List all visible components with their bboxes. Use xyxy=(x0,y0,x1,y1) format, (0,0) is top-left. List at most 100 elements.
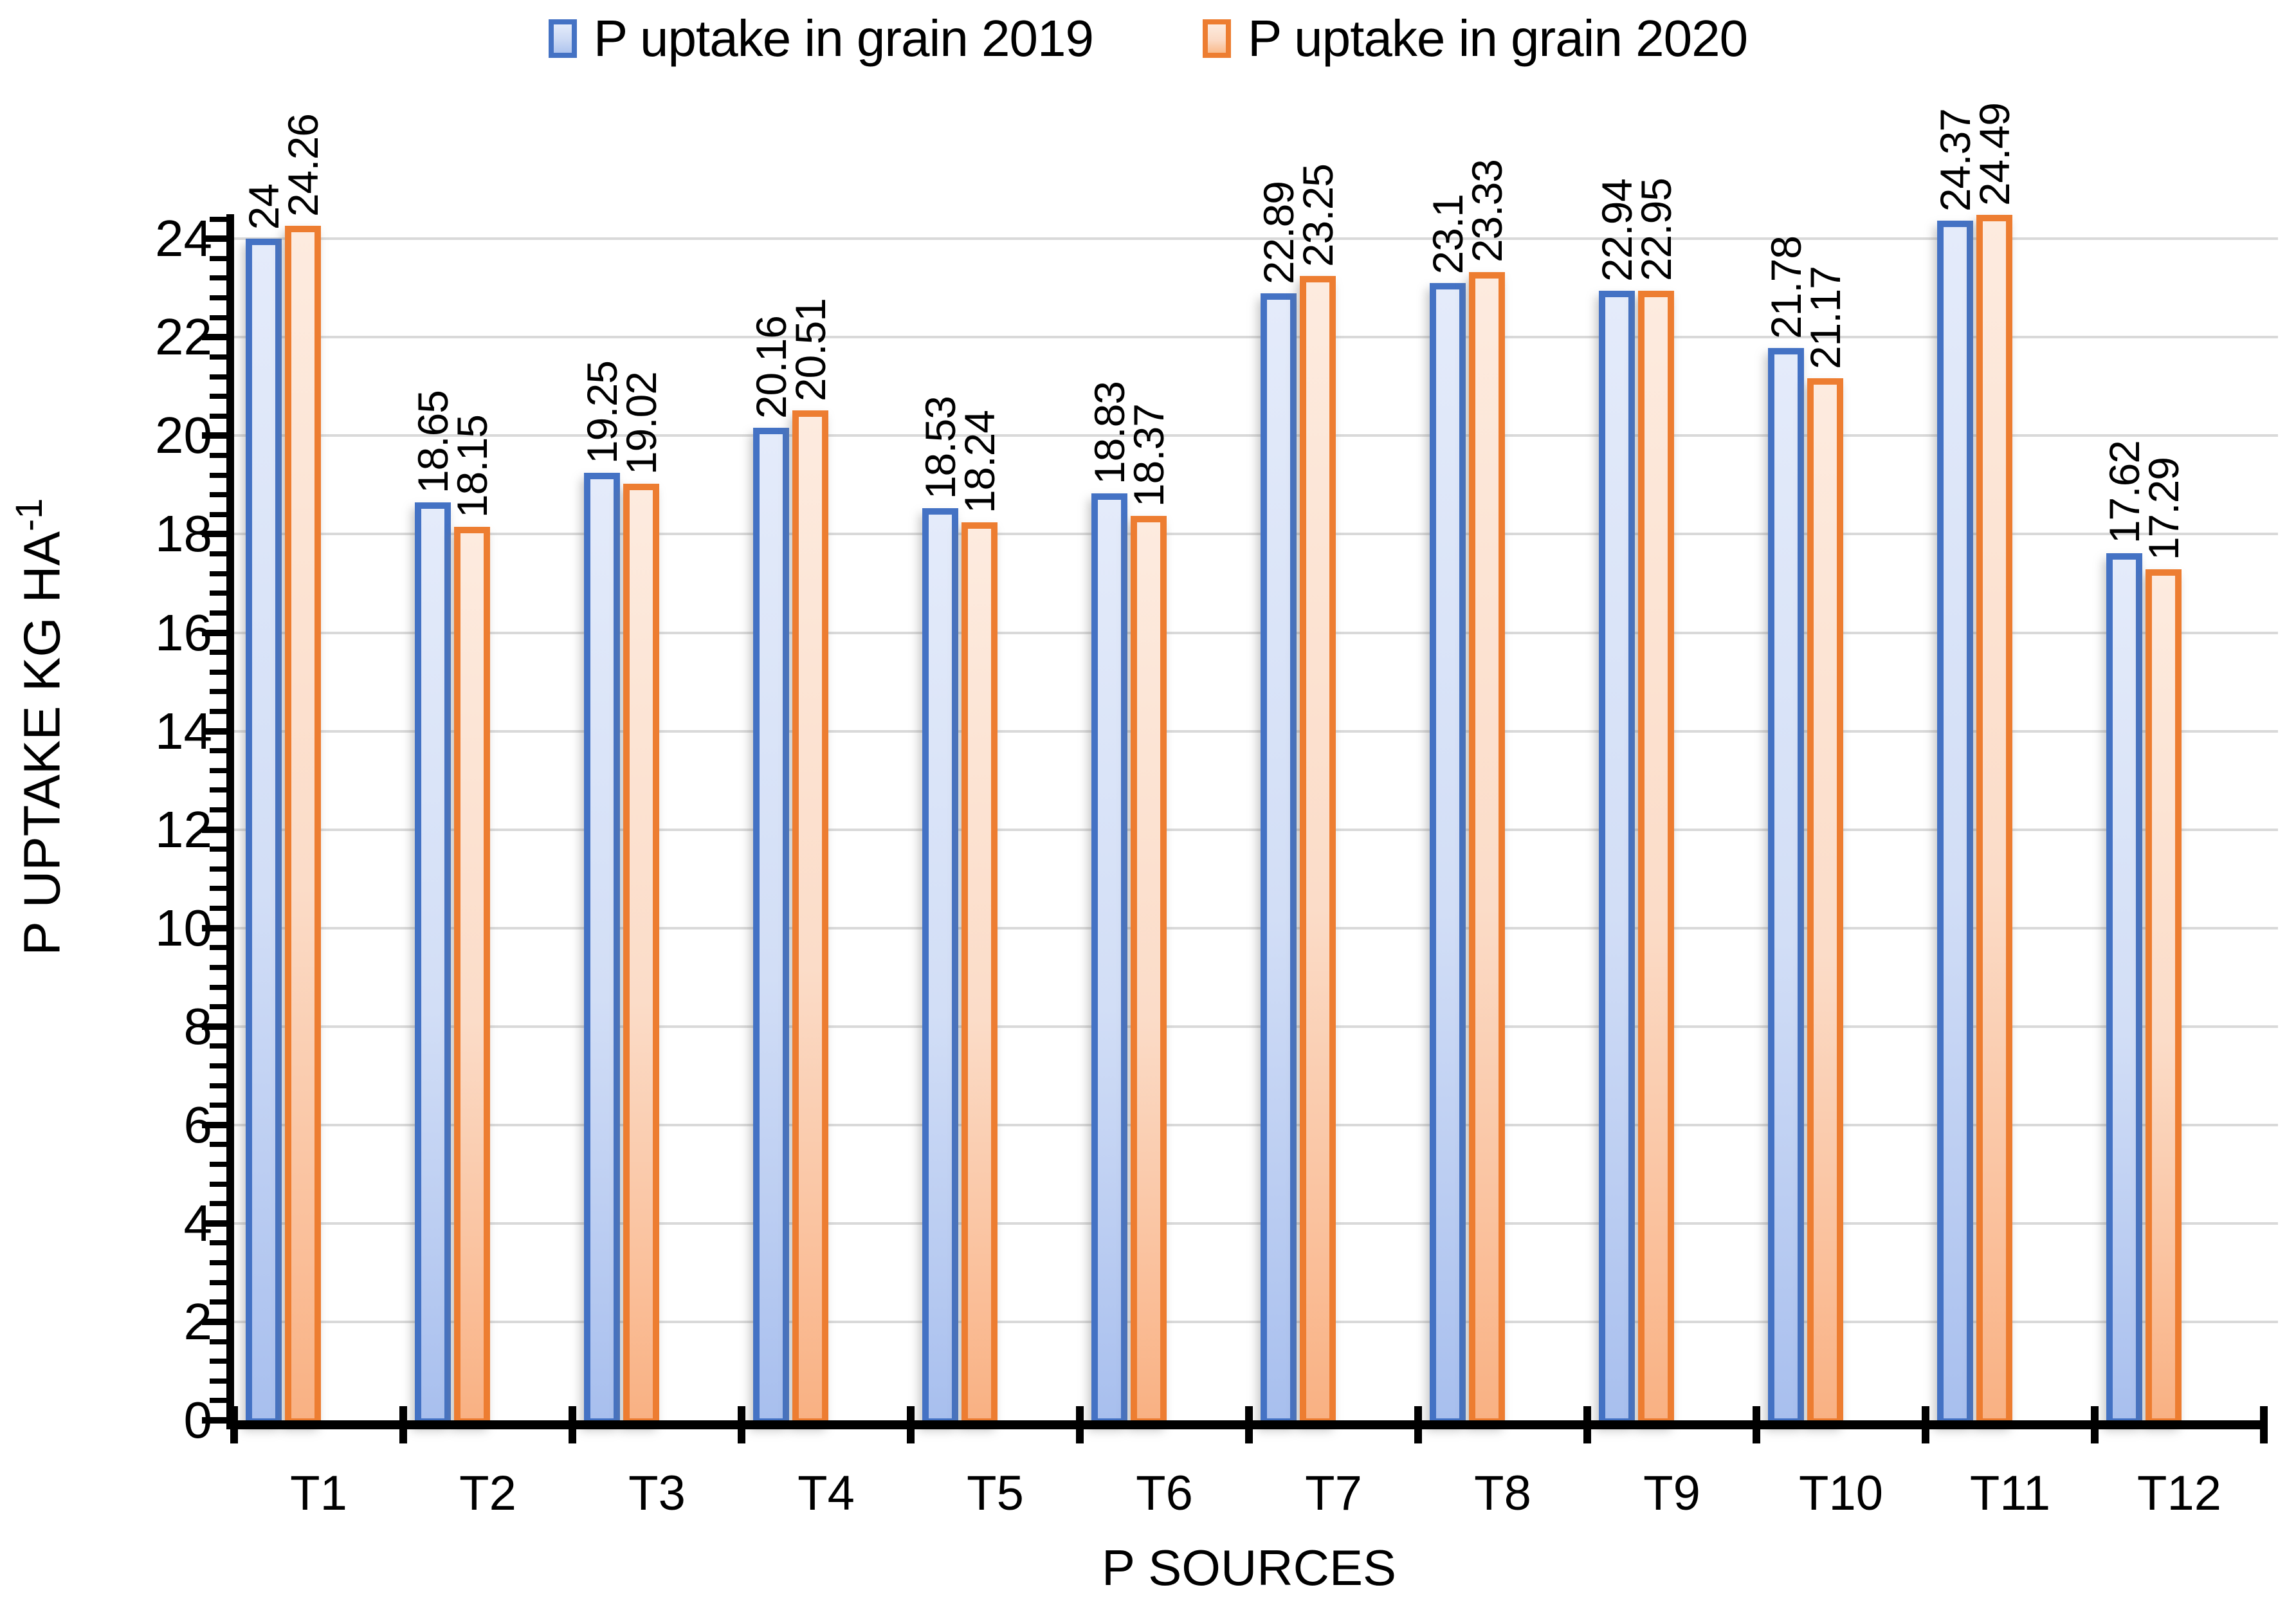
x-tick-5 xyxy=(1076,1406,1084,1443)
x-tick-2 xyxy=(569,1406,576,1443)
x-tick-11 xyxy=(2091,1406,2099,1443)
y-minor-tick-17.6 xyxy=(210,551,226,557)
x-tick-6 xyxy=(1245,1406,1253,1443)
category-label-T6: T6 xyxy=(1136,1466,1193,1521)
y-minor-tick-0.4 xyxy=(210,1398,226,1404)
legend-item-2019: P uptake in grain 2019 xyxy=(548,9,1094,68)
y-tick-label-8: 8 xyxy=(183,997,213,1055)
y-tick-label-0: 0 xyxy=(183,1391,213,1449)
y-minor-tick-12.8 xyxy=(210,787,226,793)
bar-T6-2020 xyxy=(1131,516,1167,1425)
y-minor-tick-2.4 xyxy=(210,1299,226,1305)
legend-label-2020: P uptake in grain 2020 xyxy=(1248,10,1748,67)
category-label-T2: T2 xyxy=(459,1466,516,1521)
y-axis-line xyxy=(226,214,234,1429)
y-minor-tick-23.6 xyxy=(210,255,226,261)
bar-T12-2019 xyxy=(2106,553,2142,1425)
y-minor-tick-7.6 xyxy=(210,1043,226,1049)
x-tick-0 xyxy=(230,1406,238,1443)
y-tick-label-18: 18 xyxy=(155,505,212,563)
y-minor-tick-9.6 xyxy=(210,945,226,951)
bar-label-T11-2020: 24.49 xyxy=(1971,102,2018,206)
bar-label-T2-2020: 18.15 xyxy=(448,414,496,518)
y-minor-tick-6.8 xyxy=(210,1083,226,1088)
bar-T3-2020 xyxy=(623,484,659,1425)
y-major-tick-16 xyxy=(202,629,226,636)
y-tick-label-20: 20 xyxy=(155,407,212,464)
bar-label-T5-2020: 18.24 xyxy=(956,410,1003,514)
bar-label-T12-2020: 17.29 xyxy=(2140,457,2187,560)
y-major-tick-8 xyxy=(202,1023,226,1030)
y-minor-tick-21.6 xyxy=(210,354,226,360)
y-tick-label-12: 12 xyxy=(155,800,212,858)
category-label-T3: T3 xyxy=(628,1466,686,1521)
y-minor-tick-14.8 xyxy=(210,689,226,695)
x-tick-4 xyxy=(907,1406,915,1443)
category-label-T10: T10 xyxy=(1799,1466,1883,1521)
bar-T12-2020 xyxy=(2146,569,2182,1425)
bar-T2-2019 xyxy=(415,502,451,1425)
bar-T10-2019 xyxy=(1768,348,1804,1425)
y-tick-label-22: 22 xyxy=(155,308,212,366)
bar-T10-2020 xyxy=(1807,378,1843,1425)
legend-item-2020: P uptake in grain 2020 xyxy=(1203,9,1748,68)
legend-swatch-2019-icon xyxy=(548,19,577,58)
y-minor-tick-24.4 xyxy=(210,216,226,222)
bar-T7-2020 xyxy=(1300,275,1336,1425)
y-major-tick-22 xyxy=(202,334,226,341)
bar-T5-2019 xyxy=(922,508,958,1425)
bar-T8-2020 xyxy=(1469,271,1505,1425)
y-major-tick-12 xyxy=(202,826,226,833)
y-minor-tick-19.2 xyxy=(210,472,226,478)
legend: P uptake in grain 2019 P uptake in grain… xyxy=(0,9,2296,68)
legend-label-2019: P uptake in grain 2019 xyxy=(593,10,1094,67)
category-label-T1: T1 xyxy=(290,1466,347,1521)
y-minor-tick-4.4 xyxy=(210,1201,226,1207)
y-minor-tick-16.8 xyxy=(210,591,226,596)
y-major-tick-18 xyxy=(202,531,226,538)
bar-label-T10-2020: 21.17 xyxy=(1801,266,1849,369)
gridline-y-20 xyxy=(234,434,2278,437)
y-minor-tick-22.4 xyxy=(210,315,226,320)
y-minor-tick-18.8 xyxy=(210,492,226,498)
x-tick-8 xyxy=(1583,1406,1591,1443)
y-minor-tick-10.4 xyxy=(210,906,226,911)
y-minor-tick-23.2 xyxy=(210,275,226,281)
bar-T4-2020 xyxy=(792,410,828,1425)
y-major-tick-6 xyxy=(202,1121,226,1128)
y-minor-tick-5.2 xyxy=(210,1162,226,1168)
bar-T5-2020 xyxy=(961,522,998,1425)
gridline-y-8 xyxy=(234,1025,2278,1028)
x-axis-title: P SOURCES xyxy=(1101,1539,1397,1596)
category-label-T9: T9 xyxy=(1643,1466,1700,1521)
bar-T4-2019 xyxy=(753,428,789,1425)
y-minor-tick-4.8 xyxy=(210,1181,226,1187)
y-tick-label-14: 14 xyxy=(155,702,212,760)
y-minor-tick-13.6 xyxy=(210,748,226,754)
y-major-tick-20 xyxy=(202,432,226,439)
bar-T6-2019 xyxy=(1091,493,1127,1425)
gridline-y-22 xyxy=(234,336,2278,339)
y-minor-tick-19.6 xyxy=(210,453,226,458)
category-label-T7: T7 xyxy=(1305,1466,1362,1521)
category-label-T5: T5 xyxy=(967,1466,1024,1521)
y-axis-title-superscript: -1 xyxy=(8,498,50,532)
bar-label-T6-2020: 18.37 xyxy=(1125,403,1172,508)
x-tick-7 xyxy=(1414,1406,1422,1443)
legend-swatch-2020-icon xyxy=(1203,19,1231,58)
y-minor-tick-10.8 xyxy=(210,886,226,892)
category-label-T12: T12 xyxy=(2137,1466,2221,1521)
x-tick-1 xyxy=(399,1406,407,1443)
y-minor-tick-1.2 xyxy=(210,1359,226,1364)
gridline-y-18 xyxy=(234,533,2278,536)
bar-label-T7-2020: 23.25 xyxy=(1294,163,1342,267)
y-minor-tick-3.6 xyxy=(210,1240,226,1246)
gridline-y-4 xyxy=(234,1222,2278,1225)
y-tick-label-2: 2 xyxy=(183,1292,213,1350)
y-axis-title-text: P UPTAKE KG HA xyxy=(13,531,71,956)
gridline-y-2 xyxy=(234,1320,2278,1323)
y-minor-tick-16.4 xyxy=(210,610,226,616)
bar-T9-2019 xyxy=(1599,291,1635,1425)
bar-label-T8-2020: 23.33 xyxy=(1463,160,1511,263)
